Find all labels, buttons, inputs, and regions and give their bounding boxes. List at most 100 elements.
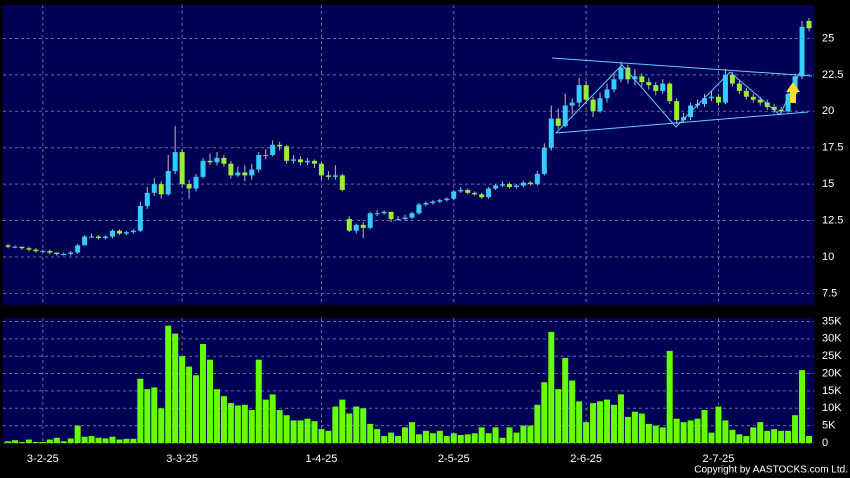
candle-body [137,205,143,231]
candle-body [311,160,317,164]
volume-bar [638,413,645,443]
volume-bar [604,399,611,443]
candle-body [785,93,791,112]
candle-body [806,21,812,29]
candle-body [388,211,394,220]
candle-body [5,245,11,247]
volume-bar [193,375,200,443]
volume-bar [624,416,631,443]
y-tick-label: 22.5 [822,69,843,81]
candle-body [555,118,561,126]
y-tick-label: 20 [822,105,834,117]
candle-body [409,213,415,218]
volume-bar [206,359,213,443]
y-tick-label: 25 [822,32,834,44]
volume-bar [151,387,158,443]
volume-bar [778,430,785,443]
candle-body [291,159,297,161]
volume-bar [262,399,269,443]
volume-bar [610,404,617,443]
candle-body [625,67,631,80]
volume-bar [67,438,74,443]
volume-bar [318,429,325,443]
volume-bar [666,350,673,443]
volume-bar [137,378,144,443]
candle-body [33,249,39,252]
candle-body [729,74,735,84]
volume-bar [39,441,46,443]
candle-body [708,96,714,99]
volume-bar [652,425,659,443]
volume-bar [659,427,666,443]
volume-bar [269,394,276,443]
price-panel [3,5,814,305]
y-tick-label: 17.5 [822,142,843,154]
volume-bar [485,433,492,443]
pattern-lines [551,57,813,134]
candle-body [736,83,742,91]
candle-body [639,76,645,83]
y2-tick-label: 5K [822,420,836,432]
candle-body [103,236,109,239]
volume-bar [186,366,193,443]
candle-body [764,102,770,107]
y2-tick-label: 0 [822,437,828,449]
volume-bar [60,441,67,443]
candle-body [590,99,596,112]
x-tick-label: 1-4-25 [306,453,338,465]
volume-bar [255,359,262,443]
volume-bar [234,405,241,443]
candle-body [799,26,805,77]
volume-bar [450,433,457,443]
candle-body [583,85,589,100]
candle-body [381,211,387,214]
volume-bar [297,420,304,443]
candle-body [715,96,721,103]
volume-bar [499,437,506,443]
candle-body [172,152,178,172]
candle-body [193,176,199,189]
volume-bar [325,430,332,443]
candle-body [235,172,241,176]
y2-tick-label: 10K [822,402,842,414]
candle-body [26,248,32,250]
candle-body [660,83,666,91]
volume-bar [736,434,743,443]
volume-bar [617,394,624,443]
candle-body [123,232,129,234]
x-tick-label: 2-5-25 [438,453,470,465]
volume-bar [590,403,597,443]
volume-bar [799,370,806,443]
candle-body [242,172,248,176]
volume-bar [11,440,18,443]
volume-bar [402,427,409,443]
candle-body [402,217,408,220]
trend-line [555,111,809,134]
volume-bar [304,418,311,443]
volume-bar [395,436,402,443]
volume-bar [771,429,778,443]
candle-body [743,90,749,97]
y2-tick-label: 25K [822,350,842,362]
volume-bar [346,413,353,443]
candle-body [270,144,276,155]
volume-bar [701,410,708,443]
candle-body [750,96,756,100]
volume-bar [53,437,60,443]
volume-bar [408,422,415,443]
volume-bar [429,433,436,443]
y-tick-label: 12.5 [822,214,843,226]
candle-body [597,98,603,112]
volume-bar [715,406,722,443]
candle-body [513,185,519,188]
candle-body [423,203,429,205]
candle-body [332,175,338,177]
volume-bar [5,441,11,443]
volume-bar [144,389,151,443]
candle-body [778,109,784,112]
volume-bar [506,427,513,443]
candle-body [339,175,345,190]
volume-bar [457,435,464,443]
candle-body [646,82,652,86]
